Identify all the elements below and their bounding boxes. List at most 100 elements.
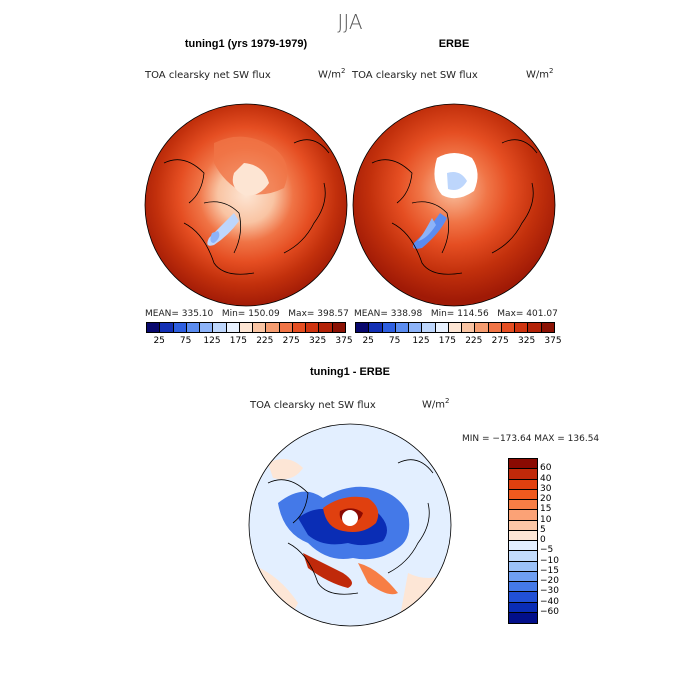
colorbar-swatch (306, 323, 320, 332)
colorbar-tick-label: 75 (179, 336, 192, 346)
colorbar-swatch (356, 323, 370, 332)
colorbar-tick-label: 175 (438, 336, 456, 346)
colorbar-tick-label: 275 (491, 336, 509, 346)
colorbar-tick-label: 25 (153, 336, 165, 346)
colorbar-swatch (266, 323, 280, 332)
panel3-colorbar-labels: 60 40 30 20 15 10 5 0 −5 −10 −15 −20 −30 −40 −60 (540, 458, 580, 622)
panel1-map (144, 103, 348, 307)
colorbar-swatch (226, 323, 240, 332)
colorbar-swatch (509, 489, 537, 500)
colorbar-level-label: 40 (540, 473, 552, 484)
colorbar-swatch (501, 323, 516, 332)
colorbar-tick-label: 375 (544, 336, 562, 346)
colorbar-swatch (462, 323, 476, 332)
colorbar-level-label: −10 (540, 555, 559, 566)
panel1-title: tuning1 (yrs 1979-1979) (184, 38, 308, 50)
colorbar-swatch (213, 323, 227, 332)
panel3-stats: MIN = −173.64 MAX = 136.54 (462, 434, 600, 444)
colorbar-swatch (147, 323, 161, 332)
panel1-colorbar (146, 322, 346, 333)
colorbar-tick-label: 75 (388, 336, 401, 346)
panel3-variable: TOA clearsky net SW flux (250, 400, 376, 411)
colorbar-level-label: 60 (540, 463, 552, 474)
colorbar-swatch (509, 469, 537, 480)
colorbar-swatch (541, 323, 554, 332)
colorbar-swatch (509, 602, 537, 613)
colorbar-swatch (528, 323, 542, 332)
colorbar-level-label: 30 (540, 483, 552, 494)
colorbar-swatch (382, 323, 396, 332)
colorbar-level-label: 15 (540, 504, 552, 515)
colorbar-tick-label: 275 (282, 336, 300, 346)
colorbar-swatch (515, 323, 529, 332)
colorbar-swatch (488, 323, 502, 332)
colorbar-swatch (509, 592, 537, 603)
colorbar-tick-label: 125 (412, 336, 430, 346)
colorbar-swatch (279, 323, 293, 332)
colorbar-swatch (395, 323, 410, 332)
colorbar-tick-label: 175 (229, 336, 247, 346)
panel2-units: W/m2 (526, 67, 554, 81)
panel1-mean: MEAN= 335.10 (145, 309, 214, 319)
colorbar-swatch (509, 612, 537, 623)
panel2-stats: MEAN= 338.98 Min= 114.56 Max= 401.07 (354, 309, 558, 319)
colorbar-tick-label: 25 (362, 336, 374, 346)
colorbar-level-label: −5 (540, 545, 554, 556)
figure-suptitle: JJA (337, 10, 363, 34)
panel2-min: Min= 114.56 (430, 309, 489, 319)
colorbar-swatch (369, 323, 383, 332)
colorbar-swatch (509, 530, 537, 541)
colorbar-level-label: 5 (540, 524, 546, 535)
panel2-map (352, 103, 556, 307)
panel3-map (248, 423, 452, 627)
colorbar-level-label: 20 (540, 494, 552, 504)
colorbar-swatch (332, 323, 345, 332)
colorbar-tick-label: 375 (335, 336, 353, 346)
colorbar-swatch (509, 479, 537, 490)
panel1-min: Min= 150.09 (221, 309, 280, 319)
colorbar-swatch (200, 323, 214, 332)
colorbar-level-label: −20 (540, 576, 559, 586)
colorbar-level-label: −15 (540, 565, 559, 576)
colorbar-swatch (292, 323, 307, 332)
colorbar-swatch (409, 323, 423, 332)
colorbar-swatch (160, 323, 174, 332)
panel2-mean: MEAN= 338.98 (354, 309, 423, 319)
colorbar-swatch (509, 551, 537, 562)
colorbar-swatch (239, 323, 254, 332)
colorbar-level-label: 10 (540, 514, 552, 525)
panel2-variable: TOA clearsky net SW flux (352, 70, 478, 81)
colorbar-swatch (319, 323, 333, 332)
colorbar-swatch (509, 459, 537, 470)
panel2-colorbar-ticks: 25 75 125 175 225 275 325 375 (355, 336, 561, 348)
panel2-colorbar (355, 322, 555, 333)
colorbar-level-label: −30 (540, 586, 559, 597)
colorbar-tick-label: 325 (309, 336, 327, 346)
colorbar-tick-label: 225 (465, 336, 483, 346)
panel2-title: ERBE (438, 38, 470, 50)
colorbar-swatch (173, 323, 187, 332)
colorbar-swatch (509, 520, 537, 531)
colorbar-swatch (186, 323, 201, 332)
panel1-variable: TOA clearsky net SW flux (145, 70, 271, 81)
panel1-colorbar-ticks: 25 75 125 175 225 275 325 375 (146, 336, 352, 348)
panel3-colorbar (508, 458, 538, 624)
colorbar-level-label: −40 (540, 596, 559, 607)
colorbar-level-label: 0 (540, 535, 546, 545)
colorbar-swatch (509, 571, 537, 582)
panel1-arctic-center (232, 163, 269, 196)
colorbar-tick-label: 125 (203, 336, 221, 346)
colorbar-swatch (475, 323, 489, 332)
panel1-max: Max= 398.57 (288, 309, 349, 319)
colorbar-swatch (509, 500, 537, 511)
colorbar-swatch (509, 561, 537, 572)
colorbar-swatch (448, 323, 463, 332)
colorbar-swatch (509, 541, 537, 552)
panel1-stats: MEAN= 335.10 Min= 150.09 Max= 398.57 (145, 309, 349, 319)
panel3-units: W/m2 (422, 397, 450, 411)
panel1-units: W/m2 (318, 67, 346, 81)
panel3-title: tuning1 - ERBE (309, 366, 391, 378)
colorbar-level-label: −60 (540, 606, 559, 617)
colorbar-swatch (509, 582, 537, 593)
colorbar-tick-label: 225 (256, 336, 274, 346)
